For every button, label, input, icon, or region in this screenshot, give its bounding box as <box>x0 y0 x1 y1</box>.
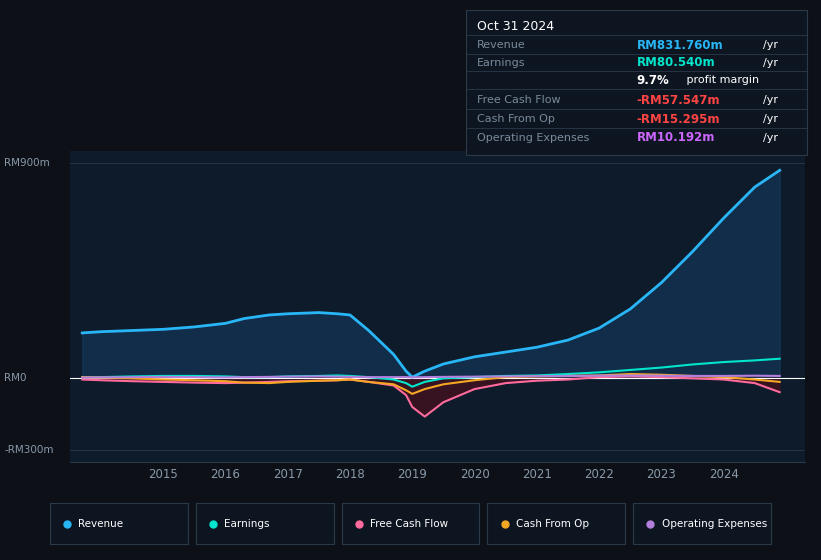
Text: RM900m: RM900m <box>4 158 50 168</box>
Text: /yr: /yr <box>763 114 777 124</box>
Text: Operating Expenses: Operating Expenses <box>662 519 767 529</box>
Text: -RM57.547m: -RM57.547m <box>637 94 720 107</box>
Text: Free Cash Flow: Free Cash Flow <box>370 519 448 529</box>
FancyBboxPatch shape <box>342 503 479 544</box>
Text: 9.7%: 9.7% <box>637 74 669 87</box>
Text: /yr: /yr <box>763 58 777 68</box>
Text: Free Cash Flow: Free Cash Flow <box>476 95 560 105</box>
Text: Cash From Op: Cash From Op <box>476 114 554 124</box>
Text: RM831.760m: RM831.760m <box>637 39 723 52</box>
Text: RM10.192m: RM10.192m <box>637 132 715 144</box>
Text: RM80.540m: RM80.540m <box>637 57 715 69</box>
Text: Revenue: Revenue <box>476 40 525 50</box>
Text: Earnings: Earnings <box>224 519 269 529</box>
Text: Operating Expenses: Operating Expenses <box>476 133 589 143</box>
FancyBboxPatch shape <box>633 503 771 544</box>
Text: -RM15.295m: -RM15.295m <box>637 113 720 125</box>
FancyBboxPatch shape <box>195 503 333 544</box>
Text: profit margin: profit margin <box>683 75 759 85</box>
Text: RM0: RM0 <box>4 374 26 384</box>
Text: -RM300m: -RM300m <box>4 445 53 455</box>
FancyBboxPatch shape <box>488 503 626 544</box>
FancyBboxPatch shape <box>50 503 188 544</box>
Text: /yr: /yr <box>763 40 777 50</box>
Text: Earnings: Earnings <box>476 58 525 68</box>
Text: Cash From Op: Cash From Op <box>516 519 589 529</box>
Text: Revenue: Revenue <box>78 519 123 529</box>
Text: /yr: /yr <box>763 133 777 143</box>
Text: Oct 31 2024: Oct 31 2024 <box>476 20 553 33</box>
FancyBboxPatch shape <box>466 10 807 155</box>
Text: /yr: /yr <box>763 95 777 105</box>
